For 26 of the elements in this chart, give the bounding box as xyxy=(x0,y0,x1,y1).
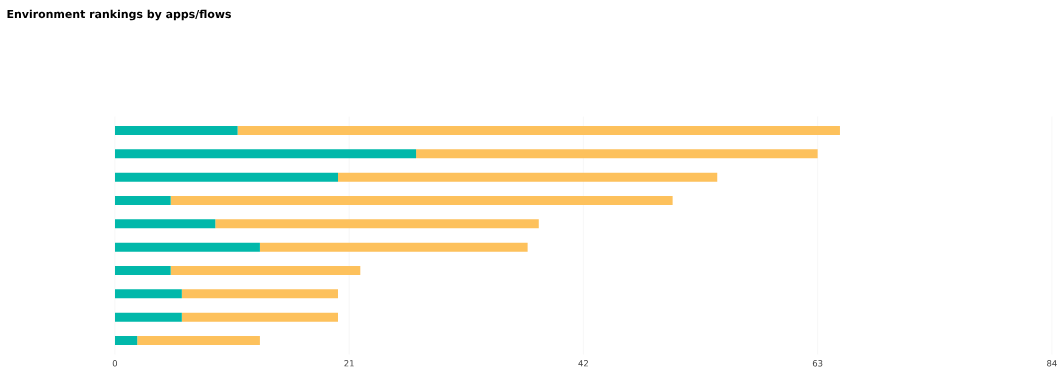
bar xyxy=(416,149,818,159)
bar xyxy=(114,219,216,229)
bar xyxy=(114,266,171,276)
bar xyxy=(114,336,138,346)
bar xyxy=(114,312,182,322)
bar xyxy=(259,242,528,252)
bar xyxy=(114,149,417,159)
bar xyxy=(181,289,338,299)
bar xyxy=(114,172,338,182)
chart-title: Environment rankings by apps/flows xyxy=(7,9,231,21)
bar xyxy=(338,172,718,182)
x-tick-label: 21 xyxy=(344,360,354,367)
bar xyxy=(114,196,171,206)
bar xyxy=(237,126,840,136)
bar xyxy=(137,336,260,346)
x-tick-label: 63 xyxy=(812,360,823,367)
bar xyxy=(170,196,673,206)
x-tick-label: 42 xyxy=(578,360,588,367)
bar xyxy=(170,266,361,276)
x-tick-label: 0 xyxy=(112,360,118,367)
bar xyxy=(215,219,539,229)
bar xyxy=(114,242,260,252)
bar xyxy=(114,126,238,136)
x-tick-label: 84 xyxy=(1047,360,1057,367)
bar xyxy=(114,289,182,299)
bar xyxy=(181,312,338,322)
